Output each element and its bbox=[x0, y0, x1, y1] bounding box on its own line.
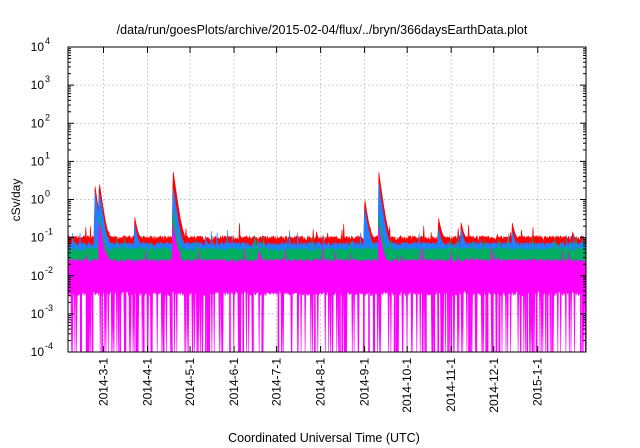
x-tick-label: 2014-10-1 bbox=[400, 358, 414, 413]
y-tick-label-exponent: -2 bbox=[45, 265, 53, 275]
y-tick-label: 10 bbox=[31, 116, 45, 130]
y-tick-label-exponent: 3 bbox=[45, 74, 50, 84]
x-tick-label: 2015-1-1 bbox=[531, 358, 545, 406]
y-tick-label: 10 bbox=[31, 345, 45, 359]
chart-title: /data/run/goesPlots/archive/2015-02-04/f… bbox=[117, 23, 528, 37]
y-tick-label-exponent: 0 bbox=[45, 189, 50, 199]
x-tick-label: 2014-3-1 bbox=[96, 358, 110, 406]
y-tick-label: 10 bbox=[31, 269, 45, 283]
x-tick-label: 2014-9-1 bbox=[358, 358, 372, 406]
y-tick-label: 10 bbox=[31, 231, 45, 245]
x-tick-label: 2014-8-1 bbox=[314, 358, 328, 406]
x-ticks: 2014-3-1 2014-4-1 2014-5-1 2014-6-1 2014-7-1… bbox=[96, 47, 545, 413]
x-axis-label: Coordinated Universal Time (UTC) bbox=[228, 431, 420, 445]
grid bbox=[68, 46, 586, 353]
y-tick-label: 10 bbox=[31, 193, 45, 207]
x-tick-label: 2014-7-1 bbox=[270, 358, 284, 406]
y-tick-label-exponent: 2 bbox=[45, 112, 50, 122]
x-tick-label: 2014-4-1 bbox=[140, 358, 154, 406]
y-tick-label: 10 bbox=[31, 154, 45, 168]
y-tick-label: 10 bbox=[31, 307, 45, 321]
y-tick-label-exponent: -4 bbox=[45, 341, 53, 351]
y-tick-label-exponent: 4 bbox=[45, 36, 50, 46]
x-tick-label: 2014-11-1 bbox=[444, 358, 458, 412]
x-tick-label: 2014-12-1 bbox=[487, 358, 501, 413]
y-tick-label: 10 bbox=[31, 40, 45, 54]
y-tick-label-exponent: -3 bbox=[45, 303, 53, 313]
series-layer bbox=[67, 171, 587, 353]
y-tick-label-exponent: 1 bbox=[45, 150, 50, 160]
x-tick-label: 2014-6-1 bbox=[227, 358, 241, 406]
y-tick-label: 10 bbox=[31, 78, 45, 92]
y-axis-label: cSv/day bbox=[9, 179, 23, 222]
y-tick-label-exponent: -1 bbox=[45, 227, 53, 237]
x-tick-label: 2014-5-1 bbox=[183, 358, 197, 406]
